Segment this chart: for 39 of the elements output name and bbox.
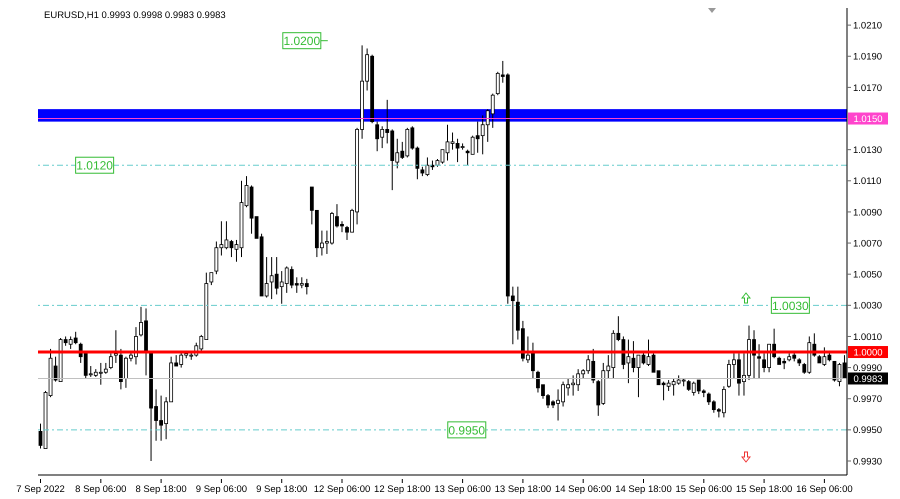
ref-line-label: 1.0000 (853, 348, 883, 359)
x-tick-label: 9 Sep 18:00 (256, 484, 308, 495)
x-tick-label: 15 Sep 06:00 (676, 484, 732, 495)
annotation: 1.0200 (283, 34, 320, 48)
y-tick-label: 1.0210 (853, 20, 882, 32)
candlestick (108, 353, 113, 370)
y-tick-label: 0.9930 (853, 456, 882, 468)
y-tick-label: 1.0130 (853, 145, 882, 156)
x-tick-label: 9 Sep 06:00 (196, 484, 248, 495)
x-tick-label: 15 Sep 18:00 (736, 484, 792, 495)
x-tick-label: 8 Sep 06:00 (75, 484, 126, 495)
y-tick-label: 1.0170 (853, 82, 882, 94)
x-tick-label: 14 Sep 06:00 (554, 484, 612, 495)
y-tick-label: 1.0190 (853, 52, 882, 63)
y-tick-label: 0.9970 (853, 394, 882, 406)
x-tick-label: 13 Sep 18:00 (494, 484, 552, 495)
y-tick-label: 1.0110 (853, 176, 882, 188)
y-tick-label: 1.0050 (853, 270, 882, 281)
y-tick-label: 0.9950 (853, 425, 882, 436)
ref-line-label: 0.9983 (853, 374, 883, 385)
y-tick-label: 1.0010 (853, 332, 882, 343)
y-tick-label: 1.0090 (853, 207, 882, 218)
candlestick (209, 272, 214, 286)
ref-line-label: 1.0120 (76, 158, 114, 173)
x-tick-label: 12 Sep 18:00 (374, 484, 431, 495)
x-tick-label: 13 Sep 06:00 (434, 484, 491, 495)
ref-line-label: 1.0030 (772, 298, 810, 313)
x-tick-label: 14 Sep 18:00 (615, 484, 672, 495)
x-tick-label: 12 Sep 06:00 (314, 484, 370, 495)
y-tick-label: 1.0070 (853, 238, 882, 250)
x-tick-label: 7 Sep 2022 (16, 484, 65, 495)
ref-line-label: 0.9950 (448, 423, 486, 438)
candlestick (757, 344, 761, 379)
x-tick-label: 8 Sep 18:00 (135, 484, 187, 495)
y-tick-label: 1.0030 (853, 300, 882, 312)
x-tick-label: 16 Sep 06:00 (796, 484, 853, 495)
chart-title: EURUSD,H1 0.9993 0.9998 0.9983 0.9983 (44, 10, 226, 21)
ref-line-label: 1.0150 (853, 114, 883, 126)
y-tick-label: 0.9990 (853, 362, 882, 374)
